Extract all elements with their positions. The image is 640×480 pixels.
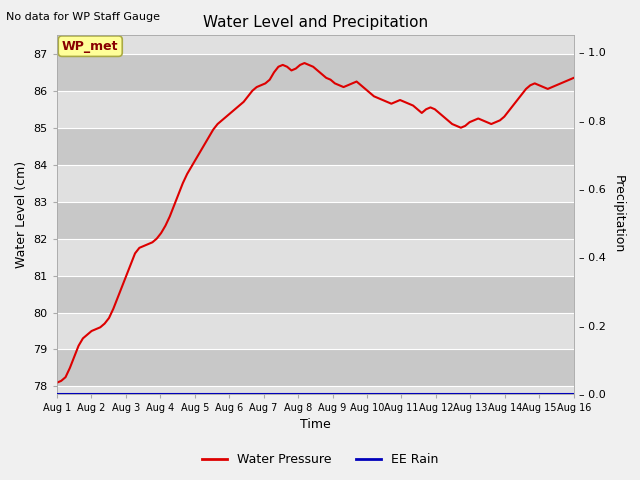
Bar <box>57 54 574 91</box>
Bar <box>57 91 574 128</box>
Bar <box>57 202 574 239</box>
Bar <box>57 349 574 386</box>
Text: WP_met: WP_met <box>62 40 118 53</box>
Bar <box>57 128 574 165</box>
Y-axis label: Water Level (cm): Water Level (cm) <box>15 161 28 268</box>
Legend: Water Pressure, EE Rain: Water Pressure, EE Rain <box>196 448 444 471</box>
Y-axis label: Precipitation: Precipitation <box>612 176 625 254</box>
Text: No data for WP Staff Gauge: No data for WP Staff Gauge <box>6 12 161 22</box>
Bar <box>57 276 574 312</box>
Bar <box>57 239 574 276</box>
Bar <box>57 165 574 202</box>
X-axis label: Time: Time <box>300 419 331 432</box>
Title: Water Level and Precipitation: Water Level and Precipitation <box>203 15 428 30</box>
Bar <box>57 312 574 349</box>
